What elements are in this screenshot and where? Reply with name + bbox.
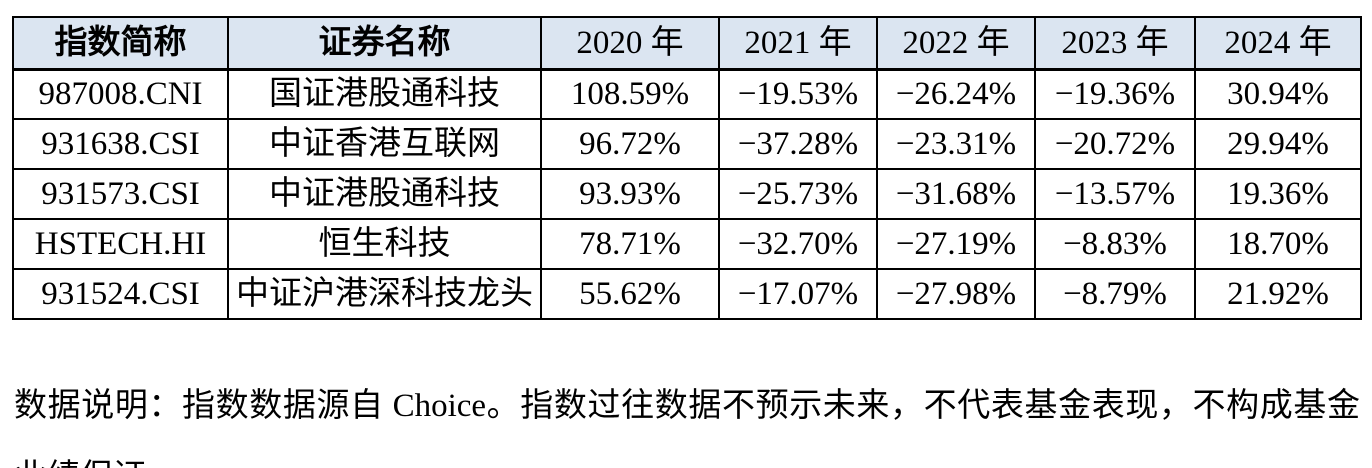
table-cell-r0-c3: −19.53%: [718, 68, 878, 120]
table-cell-r1-c1: 中证香港互联网: [227, 118, 542, 170]
table-row-4: 931524.CSI 中证沪港深科技龙头 55.62% −17.07% −27.98% −…: [12, 268, 1362, 320]
column-header-2: 2020 年: [540, 16, 720, 71]
column-header-6: 2024 年: [1194, 16, 1362, 71]
table-cell-r2-c2: 93.93%: [540, 168, 720, 220]
table-cell-r4-c6: 21.92%: [1194, 268, 1362, 320]
table-cell-r4-c2: 55.62%: [540, 268, 720, 320]
table-cell-r0-c1: 国证港股通科技: [227, 68, 542, 120]
table-row-3: HSTECH.HI 恒生科技 78.71% −32.70% −27.19% −8.83% 1…: [12, 218, 1362, 270]
table-cell-r0-c4: −26.24%: [876, 68, 1036, 120]
table-cell-r1-c5: −20.72%: [1034, 118, 1196, 170]
table-cell-r0-c6: 30.94%: [1194, 68, 1362, 120]
table-cell-r3-c5: −8.83%: [1034, 218, 1196, 270]
table-cell-r4-c5: −8.79%: [1034, 268, 1196, 320]
table-cell-r2-c1: 中证港股通科技: [227, 168, 542, 220]
table-cell-r0-c2: 108.59%: [540, 68, 720, 120]
table-cell-r4-c3: −17.07%: [718, 268, 878, 320]
table-cell-r0-c5: −19.36%: [1034, 68, 1196, 120]
table-cell-r3-c1: 恒生科技: [227, 218, 542, 270]
column-header-0: 指数简称: [12, 16, 229, 71]
table-row-2: 931573.CSI 中证港股通科技 93.93% −25.73% −31.68% −13…: [12, 168, 1362, 220]
column-header-3: 2021 年: [718, 16, 878, 71]
table-header-row: 指数简称 证券名称 2020 年 2021 年 2022 年 2023 年 2024 年: [12, 16, 1362, 71]
table-cell-r1-c2: 96.72%: [540, 118, 720, 170]
table-row-1: 931638.CSI 中证香港互联网 96.72% −37.28% −23.31% −20…: [12, 118, 1362, 170]
table-cell-r4-c4: −27.98%: [876, 268, 1036, 320]
table-cell-r2-c3: −25.73%: [718, 168, 878, 220]
table-cell-r4-c1: 中证沪港深科技龙头: [227, 268, 542, 320]
table-cell-r2-c4: −31.68%: [876, 168, 1036, 220]
table-cell-r1-c3: −37.28%: [718, 118, 878, 170]
index-performance-table: 指数简称 证券名称 2020 年 2021 年 2022 年 2023 年 2024 年 9…: [12, 16, 1362, 320]
table-cell-r2-c0: 931573.CSI: [12, 168, 229, 220]
column-header-5: 2023 年: [1034, 16, 1196, 71]
column-header-1: 证券名称: [227, 16, 542, 71]
table-cell-r3-c0: HSTECH.HI: [12, 218, 229, 270]
table-header: 指数简称 证券名称 2020 年 2021 年 2022 年 2023 年 2024 年: [12, 16, 1362, 71]
table-cell-r1-c0: 931638.CSI: [12, 118, 229, 170]
table-cell-r3-c6: 18.70%: [1194, 218, 1362, 270]
table-cell-r1-c4: −23.31%: [876, 118, 1036, 170]
table-cell-r1-c6: 29.94%: [1194, 118, 1362, 170]
table-cell-r2-c5: −13.57%: [1034, 168, 1196, 220]
table-body: 987008.CNI 国证港股通科技 108.59% −19.53% −26.24% −1…: [12, 68, 1362, 320]
table-cell-r3-c4: −27.19%: [876, 218, 1036, 270]
table-cell-r0-c0: 987008.CNI: [12, 68, 229, 120]
footnote-text: 数据说明：指数数据源自 Choice。指数过往数据不预示未来，不代表基金表现，不…: [14, 388, 1360, 468]
table-row-0: 987008.CNI 国证港股通科技 108.59% −19.53% −26.24% −1…: [12, 68, 1362, 120]
table-cell-r4-c0: 931524.CSI: [12, 268, 229, 320]
table-cell-r2-c6: 19.36%: [1194, 168, 1362, 220]
table-cell-r3-c3: −32.70%: [718, 218, 878, 270]
table-cell-r3-c2: 78.71%: [540, 218, 720, 270]
column-header-4: 2022 年: [876, 16, 1036, 71]
